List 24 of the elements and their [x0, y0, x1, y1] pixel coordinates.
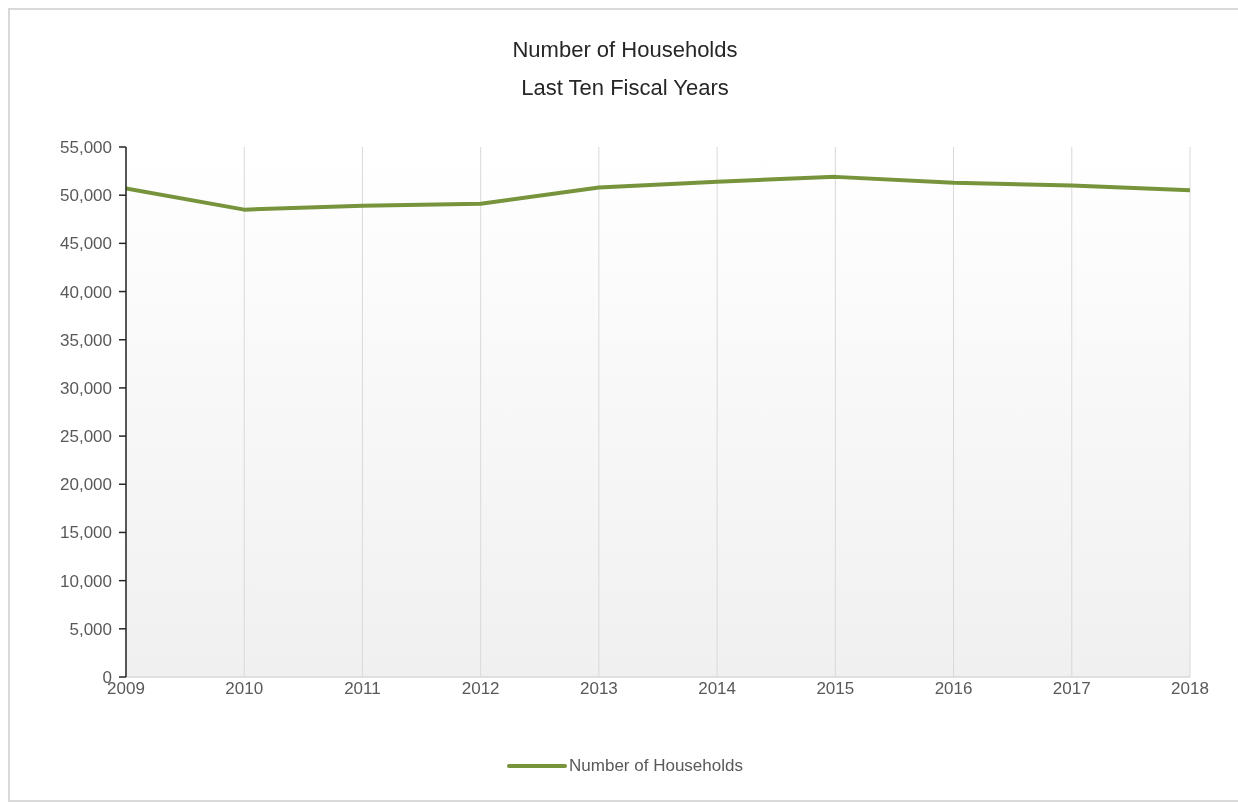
x-tick-label: 2010 — [225, 679, 264, 699]
x-tick-label: 2016 — [934, 679, 973, 699]
x-tick-label: 2013 — [579, 679, 618, 699]
y-tick-label: 10,000 — [60, 571, 112, 591]
y-tick-label: 20,000 — [60, 475, 112, 495]
x-tick-label: 2014 — [698, 679, 737, 699]
x-tick-label: 2015 — [816, 679, 855, 699]
x-tick-label: 2017 — [1052, 679, 1091, 699]
y-tick-label: 45,000 — [60, 234, 112, 254]
y-tick-label: 35,000 — [60, 330, 112, 350]
chart-subtitle: Last Ten Fiscal Years — [520, 75, 730, 101]
y-tick-label: 55,000 — [60, 138, 112, 158]
x-tick-label: 2011 — [344, 679, 381, 699]
y-tick-label: 25,000 — [60, 427, 112, 447]
y-tick-label: 50,000 — [60, 186, 112, 206]
y-tick-label: 30,000 — [60, 378, 112, 398]
legend-label: Number of Households — [569, 756, 743, 776]
y-tick-label: 15,000 — [60, 523, 112, 543]
y-tick-label: 5,000 — [69, 619, 112, 639]
chart-title: Number of Households — [511, 37, 739, 63]
line-series — [126, 174, 1190, 212]
x-tick-label: 2018 — [1171, 679, 1209, 699]
x-tick-label: 2012 — [461, 679, 500, 699]
y-tick-label: 40,000 — [60, 282, 112, 302]
